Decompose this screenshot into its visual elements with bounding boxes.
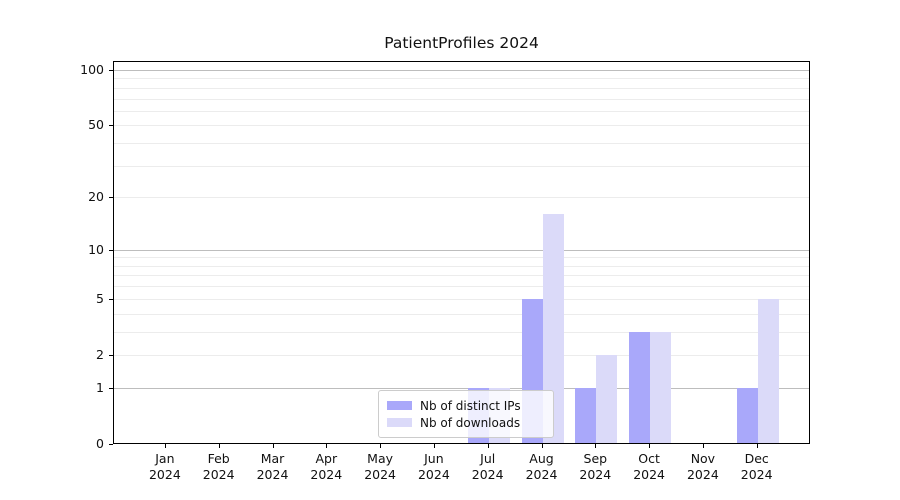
bar-distinct-ips <box>736 387 758 443</box>
x-tick-label: Nov 2024 <box>686 451 719 482</box>
x-tick-mark <box>218 444 220 448</box>
legend-item-distinct-ips: Nb of distinct IPs <box>387 399 545 413</box>
y-tick-mark <box>109 70 113 71</box>
legend-swatch-downloads-icon <box>387 418 412 427</box>
x-tick-label: Oct 2024 <box>633 451 665 482</box>
gridline-minor <box>114 165 809 167</box>
y-tick-mark <box>109 249 113 251</box>
x-tick-mark <box>595 444 597 448</box>
gridline-major <box>114 70 809 71</box>
gridline-minor <box>114 298 809 300</box>
x-tick-mark <box>433 444 435 448</box>
x-tick-label: Jul 2024 <box>471 451 504 482</box>
gridline-minor <box>114 331 809 333</box>
x-tick-mark <box>272 444 274 448</box>
y-tick-label: 10 <box>88 241 104 257</box>
bar-distinct-ips <box>575 387 597 443</box>
gridline-minor <box>114 313 809 315</box>
y-tick-mark <box>109 298 113 300</box>
legend-label: Nb of distinct IPs <box>420 398 521 413</box>
legend: Nb of distinct IPs Nb of downloads <box>378 390 554 438</box>
x-tick-mark <box>380 444 382 448</box>
y-tick-label: 50 <box>88 117 104 133</box>
x-tick-label: Feb 2024 <box>202 451 235 482</box>
y-tick-label: 1 <box>96 379 104 395</box>
x-tick-mark <box>487 444 489 448</box>
x-tick-label: May 2024 <box>364 451 396 482</box>
y-tick-label: 2 <box>96 346 104 362</box>
x-tick-mark <box>164 444 166 448</box>
chart-title: PatientProfiles 2024 <box>384 34 539 52</box>
gridline-minor <box>114 143 809 145</box>
y-tick-label: 5 <box>96 290 104 306</box>
gridline-minor <box>114 87 809 89</box>
gridline-minor <box>114 286 809 288</box>
y-tick-label: 20 <box>88 189 104 205</box>
legend-label: Nb of downloads <box>420 415 521 430</box>
bar-downloads <box>596 354 618 443</box>
x-tick-mark <box>326 444 328 448</box>
x-tick-label: Dec 2024 <box>740 451 773 482</box>
bar-downloads <box>757 298 779 443</box>
gridline-major <box>114 387 809 389</box>
gridline-major <box>114 249 809 251</box>
gridline-minor <box>114 125 809 127</box>
plot-area <box>113 61 810 444</box>
x-tick-label: Aug 2024 <box>525 451 558 482</box>
bar-downloads <box>650 331 672 443</box>
y-tick-mark <box>109 354 113 356</box>
gridline-minor <box>114 110 809 112</box>
legend-item-downloads: Nb of downloads <box>387 416 545 430</box>
gridline-minor <box>114 354 809 356</box>
bar-distinct-ips <box>629 331 651 443</box>
gridline-minor <box>114 98 809 100</box>
y-tick-mark <box>109 444 113 445</box>
gridline-minor <box>114 257 809 259</box>
x-tick-label: Mar 2024 <box>256 451 289 482</box>
gridline-minor <box>114 78 809 80</box>
x-tick-label: Apr 2024 <box>310 451 343 482</box>
y-tick-mark <box>109 125 113 127</box>
bar-downloads <box>542 214 564 443</box>
x-tick-mark <box>702 444 704 448</box>
y-tick-mark <box>109 197 113 199</box>
gridline-minor <box>114 197 809 199</box>
x-tick-mark <box>541 444 543 448</box>
y-tick-mark <box>109 387 113 389</box>
legend-swatch-distinct-ips-icon <box>387 401 412 410</box>
gridline-minor <box>114 265 809 267</box>
x-tick-label: Jun 2024 <box>417 451 450 482</box>
x-tick-label: Sep 2024 <box>579 451 612 482</box>
gridline-minor <box>114 275 809 277</box>
y-tick-label: 0 <box>96 436 104 451</box>
x-tick-mark <box>756 444 758 448</box>
y-tick-label: 100 <box>80 62 104 77</box>
x-tick-label: Jan 2024 <box>148 451 181 482</box>
x-tick-mark <box>649 444 651 448</box>
